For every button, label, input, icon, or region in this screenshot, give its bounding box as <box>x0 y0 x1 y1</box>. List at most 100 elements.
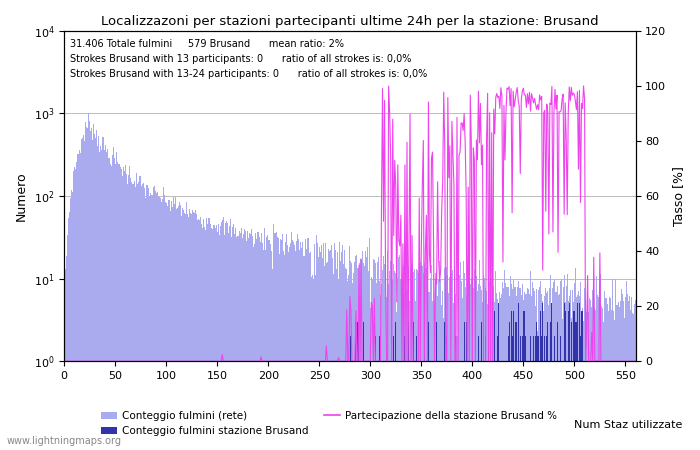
Bar <box>116 152 117 450</box>
Bar <box>111 155 113 450</box>
Bar <box>379 337 380 450</box>
Bar <box>256 239 258 450</box>
Bar <box>179 202 180 450</box>
Bar <box>435 273 436 450</box>
Bar <box>283 251 284 450</box>
Bar <box>461 361 463 450</box>
Bar <box>287 245 288 450</box>
Bar <box>615 279 616 450</box>
Bar <box>537 331 538 450</box>
Bar <box>119 164 120 450</box>
Bar <box>533 337 534 450</box>
Bar <box>291 232 292 450</box>
Bar <box>428 292 429 450</box>
Bar <box>358 263 360 450</box>
Bar <box>275 233 276 450</box>
Bar <box>540 311 541 450</box>
Bar <box>262 250 264 450</box>
Bar <box>276 232 277 450</box>
Bar <box>279 254 280 450</box>
Bar <box>494 311 496 450</box>
Bar <box>399 255 400 450</box>
Bar <box>336 269 337 450</box>
Bar <box>632 313 633 450</box>
Text: Num Staz utilizzate: Num Staz utilizzate <box>574 420 682 430</box>
Bar <box>556 292 557 450</box>
Bar <box>76 162 77 450</box>
Bar <box>94 134 95 450</box>
Bar <box>573 302 574 450</box>
Bar <box>346 269 347 450</box>
Bar <box>497 337 498 450</box>
Bar <box>153 187 155 450</box>
Bar <box>130 178 131 450</box>
Bar <box>391 273 392 450</box>
Bar <box>238 236 239 450</box>
Bar <box>475 286 476 450</box>
Bar <box>384 264 385 450</box>
Bar <box>149 196 150 450</box>
Bar <box>158 197 160 450</box>
Bar <box>204 227 205 450</box>
Bar <box>441 305 442 450</box>
Bar <box>473 288 474 450</box>
Bar <box>71 192 73 450</box>
Bar <box>326 263 327 450</box>
Bar <box>550 275 552 450</box>
Bar <box>86 127 87 450</box>
Bar <box>621 289 622 450</box>
Bar <box>439 261 440 450</box>
Bar <box>482 302 483 450</box>
Bar <box>436 270 437 450</box>
Bar <box>323 243 324 450</box>
Bar <box>178 206 179 450</box>
Bar <box>466 322 467 450</box>
Bar <box>318 247 320 450</box>
Bar <box>133 184 134 450</box>
Bar <box>83 135 84 450</box>
Bar <box>132 184 133 450</box>
Bar <box>593 361 594 450</box>
Bar <box>461 298 463 450</box>
Bar <box>115 164 116 450</box>
Bar <box>393 264 394 450</box>
Bar <box>85 122 86 450</box>
Bar <box>312 274 313 450</box>
Bar <box>342 245 343 450</box>
Bar <box>338 279 339 450</box>
Bar <box>574 283 575 450</box>
Bar <box>236 237 237 450</box>
Bar <box>512 280 514 450</box>
Bar <box>530 337 531 450</box>
Bar <box>196 215 197 450</box>
Bar <box>463 274 465 450</box>
Bar <box>465 287 466 450</box>
Bar <box>368 271 369 450</box>
Bar <box>311 277 312 450</box>
Bar <box>595 310 596 450</box>
Bar <box>228 233 229 450</box>
Bar <box>599 361 601 450</box>
Bar <box>519 288 520 450</box>
Bar <box>387 251 388 450</box>
Bar <box>176 209 177 450</box>
Bar <box>410 268 411 450</box>
Bar <box>468 261 469 450</box>
Bar <box>385 273 386 450</box>
Bar <box>492 289 493 450</box>
Bar <box>113 158 115 450</box>
Bar <box>566 286 567 450</box>
Bar <box>230 219 231 450</box>
Bar <box>605 291 606 450</box>
Bar <box>138 182 139 450</box>
Bar <box>496 361 497 450</box>
Bar <box>198 219 200 450</box>
Bar <box>554 280 556 450</box>
Bar <box>530 270 531 450</box>
Bar <box>296 241 297 450</box>
Bar <box>424 263 425 450</box>
Bar <box>390 261 391 450</box>
Bar <box>369 238 370 450</box>
Bar <box>477 292 478 450</box>
Bar <box>156 193 158 450</box>
